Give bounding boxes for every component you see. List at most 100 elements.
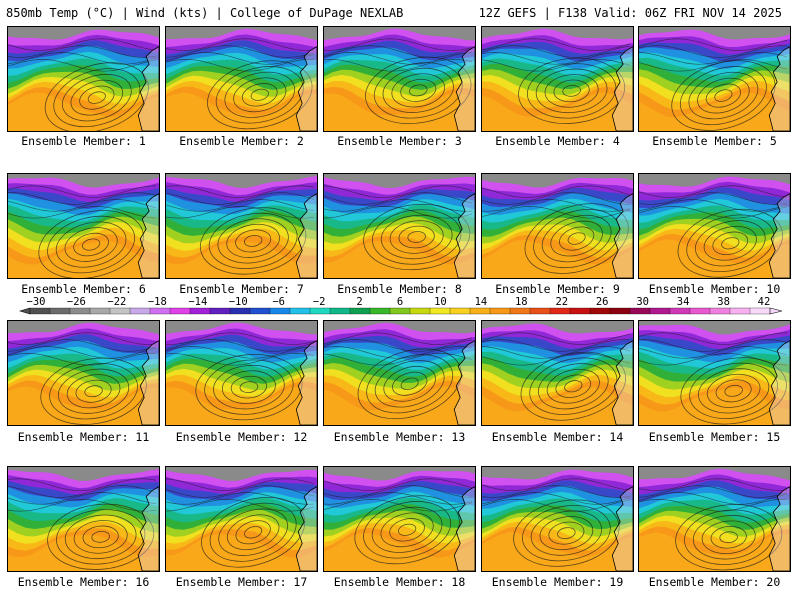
ensemble-map-panel [7,173,160,279]
ensemble-member-label: Ensemble Member: 13 [333,430,466,444]
temperature-colorbar: −30 −26 −22 −18 −14 −10 −6 −2 2 6 10 14 18 22 26 30 34 38… [18,296,783,315]
ensemble-map-panel [323,466,476,572]
colorbar-segment [269,307,291,315]
colorbar-segment [389,307,411,315]
ensemble-map-panel [165,173,318,279]
colorbar-tick-label: −6 [272,296,285,308]
colorbar-segment [569,307,591,315]
ensemble-map-panel [165,26,318,132]
colorbar-segment [649,307,671,315]
colorbar-right-arrow [769,307,783,315]
title-left: 850mb Temp (°C) | Wind (kts) | College o… [6,6,404,20]
colorbar-segment [109,307,131,315]
ensemble-member-label: Ensemble Member: 4 [495,134,620,148]
ensemble-member-label: Ensemble Member: 7 [179,282,304,296]
colorbar-segment [709,307,731,315]
colorbar-tick-label: −22 [107,296,126,308]
colorbar-segment [49,307,71,315]
colorbar-segment [689,307,711,315]
colorbar-segment [529,307,551,315]
ensemble-member-label: Ensemble Member: 8 [337,282,462,296]
ensemble-map-panel [165,466,318,572]
colorbar-segment [629,307,651,315]
colorbar-segment [589,307,611,315]
colorbar-segment [509,307,531,315]
colorbar-segment [329,307,351,315]
colorbar-tick-label: 26 [596,296,609,308]
ensemble-member-label: Ensemble Member: 10 [648,282,781,296]
ensemble-map-panel [7,320,160,426]
ensemble-member-label: Ensemble Member: 6 [21,282,146,296]
colorbar-segment [309,307,331,315]
ensemble-map-panel [7,26,160,132]
colorbar-segment [29,307,51,315]
ensemble-member-label: Ensemble Member: 14 [491,430,624,444]
ensemble-member-label: Ensemble Member: 18 [333,575,466,589]
colorbar-segment [289,307,311,315]
colorbar-segment [749,307,771,315]
colorbar-tick-label: 42 [758,296,771,308]
colorbar-tick-label: −30 [27,296,46,308]
colorbar-segment [129,307,151,315]
colorbar-segment [149,307,171,315]
colorbar-tick-label: −18 [148,296,167,308]
colorbar-segment [189,307,211,315]
ensemble-map-panel [481,173,634,279]
colorbar-segment [549,307,571,315]
colorbar-left-arrow [18,307,31,315]
ensemble-map-panel [323,173,476,279]
colorbar-tick-label: 38 [717,296,730,308]
colorbar-segment [669,307,691,315]
colorbar-tick-label: 14 [475,296,488,308]
colorbar-segment [229,307,251,315]
colorbar-segment [409,307,431,315]
colorbar-segment [69,307,91,315]
ensemble-member-label: Ensemble Member: 19 [491,575,624,589]
colorbar-segment [469,307,491,315]
colorbar-tick-label: 2 [356,296,362,308]
colorbar-segment [369,307,391,315]
colorbar-segment [429,307,451,315]
ensemble-member-label: Ensemble Member: 20 [648,575,781,589]
ensemble-member-label: Ensemble Member: 16 [17,575,150,589]
ensemble-map-panel [323,320,476,426]
ensemble-map-panel [7,466,160,572]
colorbar-tick-label: 22 [555,296,568,308]
colorbar-segment [209,307,231,315]
ensemble-map-panel [638,173,791,279]
colorbar-tick-label: −26 [67,296,86,308]
colorbar-tick-label: 34 [677,296,690,308]
ensemble-member-label: Ensemble Member: 15 [648,430,781,444]
ensemble-member-label: Ensemble Member: 9 [495,282,620,296]
colorbar-tick-label: 30 [636,296,649,308]
colorbar-tick-label: −10 [229,296,248,308]
ensemble-map-panel [638,26,791,132]
ensemble-map-panel [481,466,634,572]
header: 850mb Temp (°C) | Wind (kts) | College o… [0,0,800,24]
ensemble-map-panel [481,26,634,132]
colorbar-segment [729,307,751,315]
colorbar-segment [169,307,191,315]
ensemble-member-label: Ensemble Member: 5 [652,134,777,148]
ensemble-map-panel [638,320,791,426]
colorbar-tick-label: 10 [434,296,447,308]
colorbar-segment [89,307,111,315]
ensemble-map-panel [638,466,791,572]
colorbar-tick-label: −14 [188,296,207,308]
ensemble-member-label: Ensemble Member: 3 [337,134,462,148]
ensemble-map-panel [323,26,476,132]
colorbar-segment [449,307,471,315]
colorbar-tick-label: 6 [397,296,403,308]
colorbar-tick-label: 18 [515,296,528,308]
ensemble-member-label: Ensemble Member: 2 [179,134,304,148]
ensemble-member-label: Ensemble Member: 1 [21,134,146,148]
colorbar-segment [609,307,631,315]
colorbar-segment [249,307,271,315]
ensemble-map-panel [481,320,634,426]
ensemble-member-label: Ensemble Member: 12 [175,430,308,444]
colorbar-tick-label: −2 [313,296,326,308]
ensemble-member-label: Ensemble Member: 17 [175,575,308,589]
ensemble-member-label: Ensemble Member: 11 [17,430,150,444]
colorbar-segment [489,307,511,315]
ensemble-map-panel [165,320,318,426]
